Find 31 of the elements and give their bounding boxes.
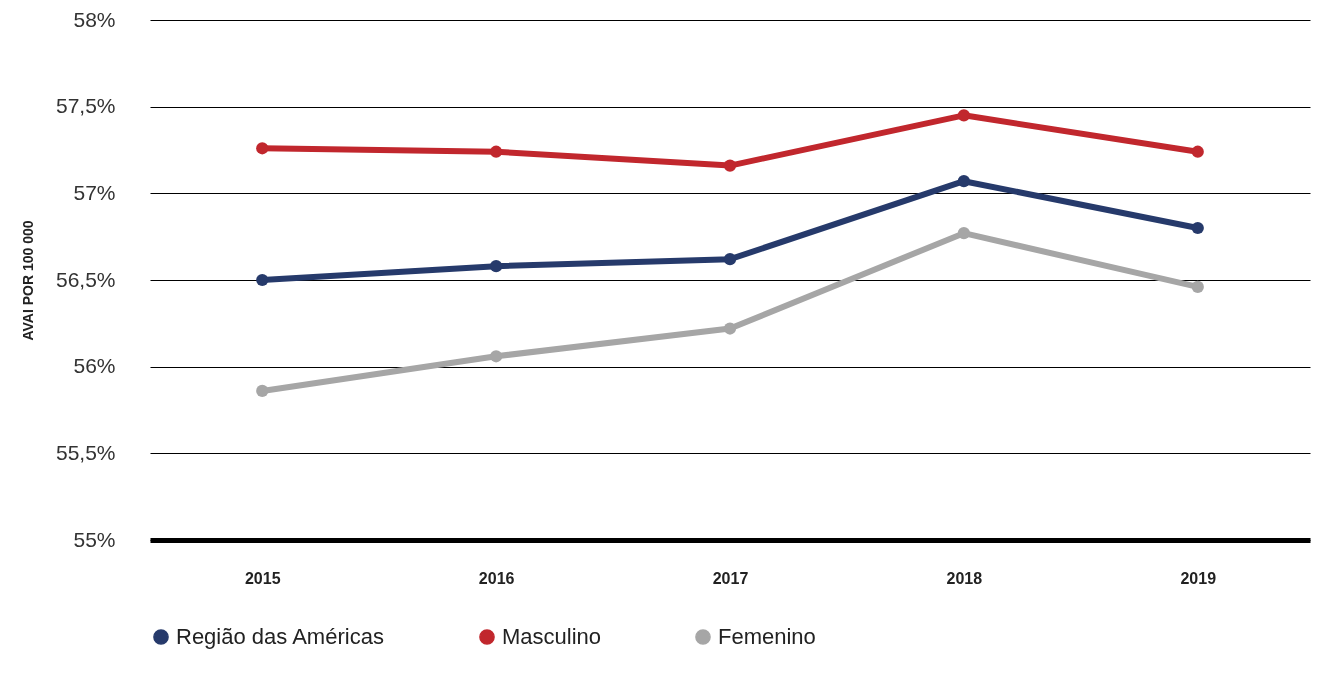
y-tick-label: 57% [73, 180, 116, 204]
y-axis-title: AVAI POR 100 000 [19, 220, 36, 341]
y-tick-label: 55% [73, 527, 116, 551]
point [723, 322, 737, 335]
point [490, 145, 503, 158]
point [1191, 145, 1204, 158]
point [490, 260, 503, 273]
x-tick-label: 2015 [244, 569, 281, 587]
x-tick-label: 2016 [478, 569, 515, 587]
point [957, 175, 970, 188]
point [723, 253, 737, 266]
point [723, 159, 737, 172]
point [256, 384, 269, 398]
y-tick-label: 58% [73, 7, 116, 31]
legend-label: Femenino [718, 624, 816, 649]
point [256, 142, 269, 155]
point [256, 273, 269, 287]
y-tick-label: 56,5% [55, 267, 116, 291]
point [957, 227, 970, 240]
y-tick-label: 56% [73, 354, 116, 378]
y-tick-label: 55,5% [55, 440, 116, 464]
legend-label: Região das Américas [176, 624, 384, 649]
legend-label: Masculino [502, 624, 602, 649]
point [1191, 221, 1204, 235]
x-tick-label: 2019 [1180, 569, 1217, 587]
point [490, 350, 503, 363]
point [1191, 280, 1204, 294]
point [957, 109, 970, 122]
x-tick-label: 2017 [712, 569, 749, 587]
y-tick-label: 57,5% [55, 94, 116, 118]
x-tick-label: 2018 [946, 569, 983, 587]
